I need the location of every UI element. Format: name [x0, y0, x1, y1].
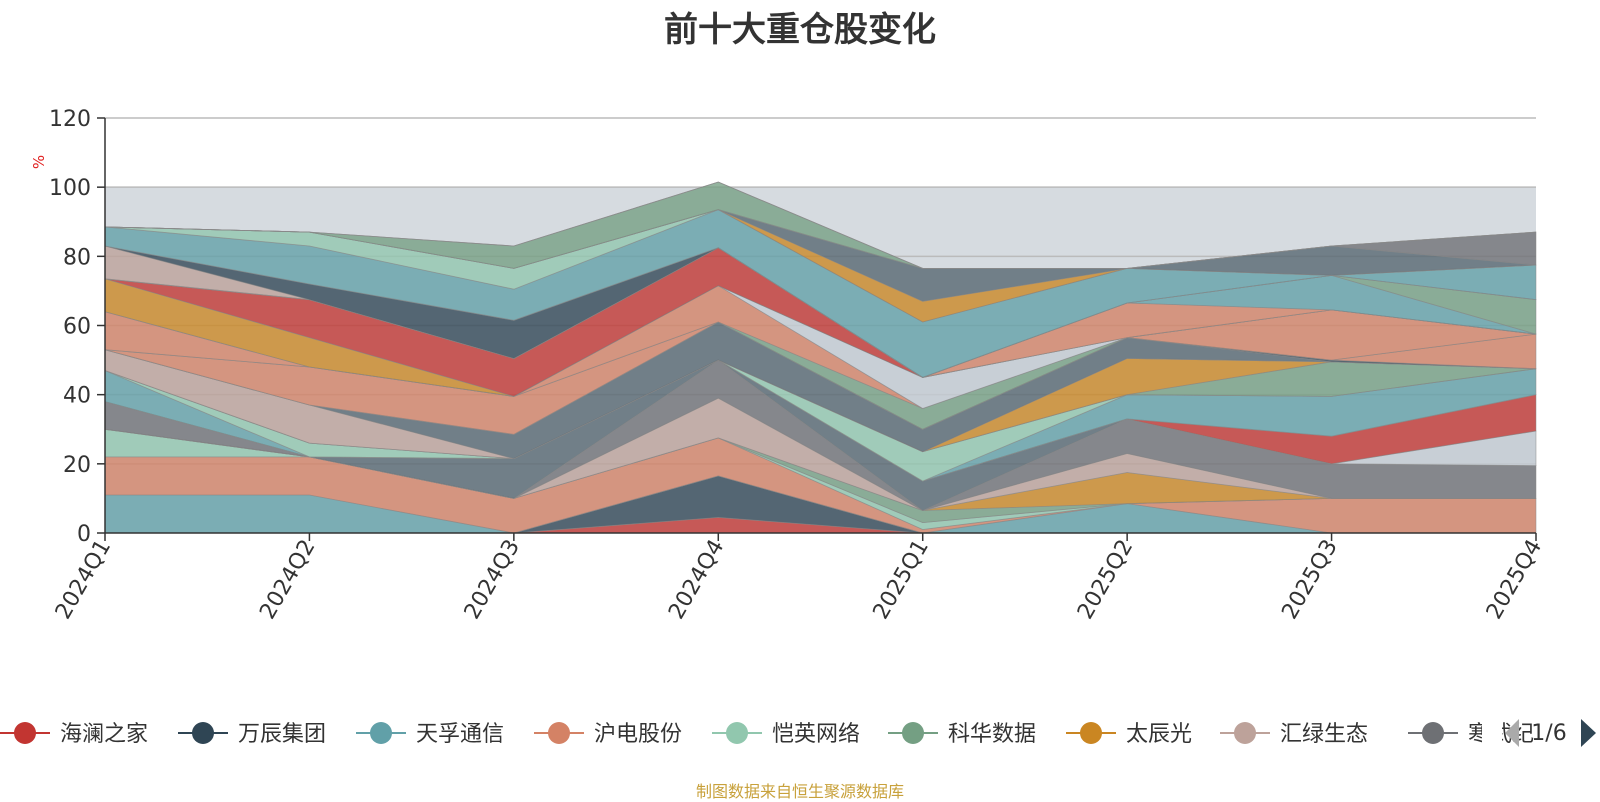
legend-marker-icon: [726, 722, 748, 744]
legend-pager: 1/6: [1505, 719, 1596, 747]
y-tick-labels: 0 20 40 60 80 100 120: [49, 107, 105, 547]
legend-marker-icon: [1422, 722, 1444, 744]
x-tick-label: 2024Q4: [664, 536, 729, 624]
x-tick-label: 2024Q2: [255, 536, 320, 624]
legend-label: 太辰光: [1126, 722, 1192, 747]
legend-item[interactable]: 沪电股份: [534, 722, 682, 747]
x-tick-label: 2024Q3: [460, 536, 525, 624]
x-tick-label: 2025Q1: [869, 536, 934, 624]
legend-marker-icon: [370, 722, 392, 744]
x-tick-label: 2025Q2: [1073, 536, 1138, 624]
chart-title: 前十大重仓股变化: [664, 10, 936, 50]
y-tick-label: 100: [49, 176, 91, 201]
legend-item[interactable]: 汇绿生态: [1220, 722, 1368, 747]
legend-prev-page-arrow-icon[interactable]: [1505, 719, 1519, 747]
legend-label: 恺英网络: [772, 722, 860, 747]
y-axis-label: %: [30, 155, 48, 169]
legend-overflow-mask: [1482, 705, 1502, 765]
x-tick-label: 2025Q4: [1482, 536, 1547, 624]
y-tick-label: 60: [63, 315, 91, 340]
legend-label: 汇绿生态: [1280, 722, 1368, 747]
legend-marker-icon: [1080, 722, 1102, 744]
x-tick-labels: 2024Q1 2024Q2 2024Q3 2024Q4 2025Q1 2025Q2 2025…: [51, 533, 1547, 624]
legend-label: 沪电股份: [594, 722, 682, 747]
legend-item[interactable]: 恺英网络: [712, 722, 860, 747]
legend-page-indicator: 1/6: [1531, 721, 1566, 746]
legend-marker-icon: [14, 722, 36, 744]
legend-item[interactable]: 海澜之家: [0, 722, 148, 747]
legend-item[interactable]: 天孚通信: [356, 722, 504, 747]
legend-marker-icon: [192, 722, 214, 744]
legend-marker-icon: [1234, 722, 1256, 744]
legend-item[interactable]: 科华数据: [888, 722, 1036, 747]
legend-marker-icon: [548, 722, 570, 744]
area-series: [104, 181, 1537, 534]
legend-label: 天孚通信: [416, 722, 504, 747]
y-tick-label: 0: [77, 522, 91, 547]
legend-next-page-arrow-icon[interactable]: [1581, 719, 1596, 747]
legend-label: 海澜之家: [60, 722, 148, 747]
legend-label: 科华数据: [948, 722, 1036, 747]
legend: 海澜之家万辰集团天孚通信沪电股份恺英网络科华数据太辰光汇绿生态寒武纪: [0, 705, 1534, 765]
y-tick-label: 80: [63, 245, 91, 270]
legend-marker-icon: [902, 722, 924, 744]
source-note: 制图数据来自恒生聚源数据库: [695, 782, 904, 801]
x-tick-label: 2025Q3: [1277, 536, 1342, 624]
area-layer: [104, 181, 1537, 269]
y-tick-label: 40: [63, 384, 91, 409]
x-tick-label: 2024Q1: [51, 536, 116, 624]
legend-label: 万辰集团: [238, 722, 326, 747]
y-tick-label: 20: [63, 453, 91, 478]
y-tick-label: 120: [49, 107, 91, 132]
legend-item[interactable]: 太辰光: [1066, 722, 1192, 747]
legend-item[interactable]: 万辰集团: [178, 722, 326, 747]
